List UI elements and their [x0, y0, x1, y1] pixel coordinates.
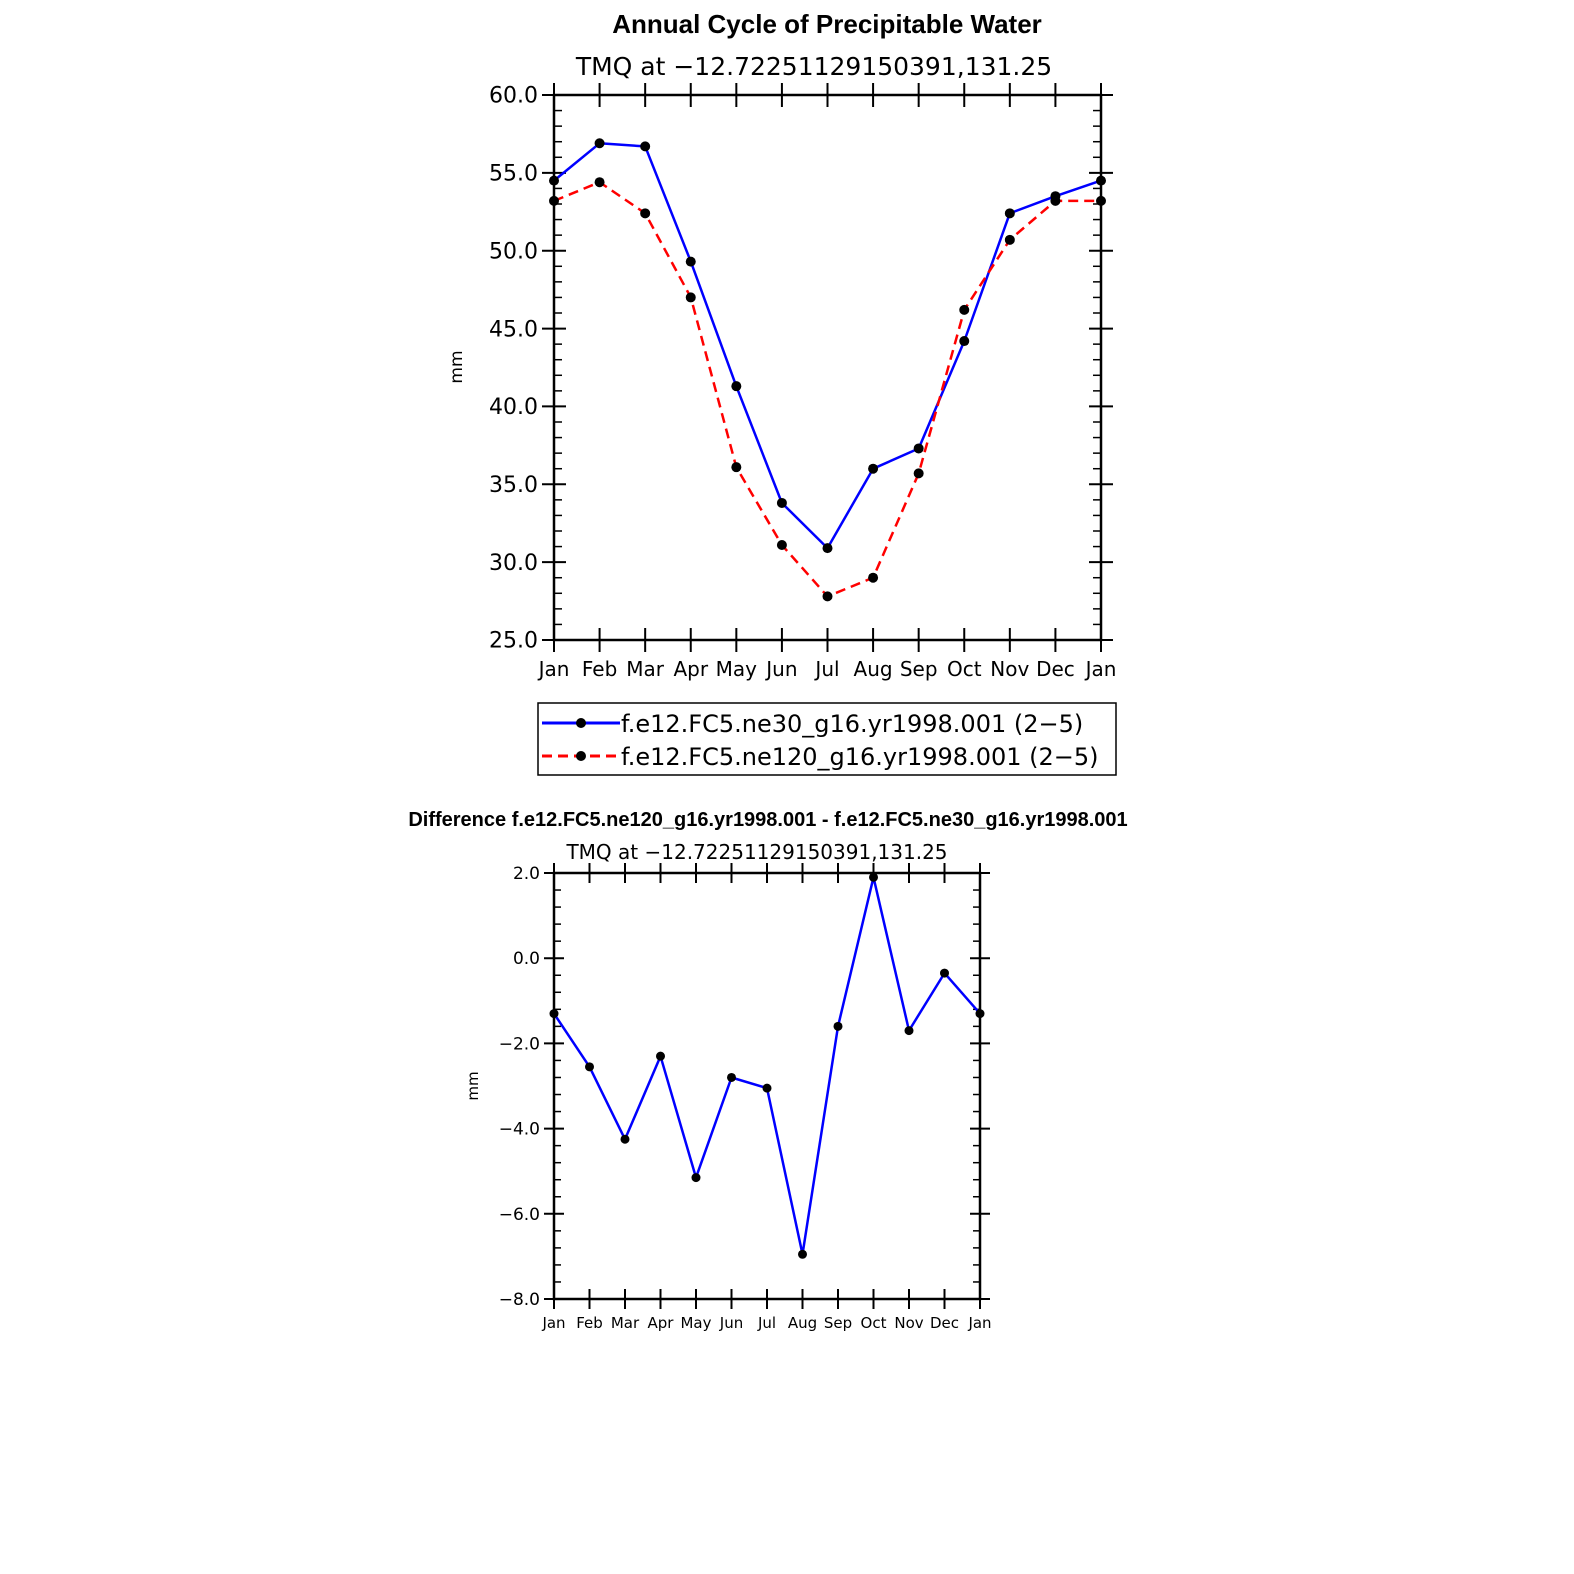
chart1-xtick-label: Jul	[813, 657, 839, 681]
chart2-xtick-label: Aug	[788, 1314, 817, 1332]
chart1-series-1-point	[868, 463, 879, 474]
chart1-series-1-line	[553, 142, 1102, 550]
chart2-xtick-label: Mar	[611, 1314, 640, 1332]
chart2-xtick-label: Dec	[930, 1314, 959, 1332]
chart1-ytick-label: 55.0	[489, 162, 538, 187]
chart1-series-2-point	[1050, 195, 1061, 206]
chart1-series-1-point	[913, 443, 924, 454]
chart1-legend: f.e12.FC5.ne30_g16.yr1998.001 (2−5) f.e1…	[537, 702, 1117, 776]
chart1-series-1-point	[549, 175, 559, 186]
chart2-title: Difference f.e12.FC5.ne120_g16.yr1998.00…	[408, 809, 1127, 831]
chart1-xtick-label: May	[716, 657, 758, 681]
chart1-ytick-label: 25.0	[489, 629, 538, 654]
chart2-xtick-label: Oct	[861, 1314, 887, 1332]
chart1-series-1-point	[594, 138, 605, 149]
chart2-series-1-point	[727, 1072, 736, 1082]
chart1-xtick-label: Jun	[764, 657, 797, 681]
chart1-series-2-point	[731, 462, 742, 473]
chart2-series-1-point	[585, 1062, 594, 1072]
chart1-series-2-line	[553, 180, 1101, 598]
chart1-plot: Jan Feb Mar Apr May Jun Jul Aug Sep Oct Nov Dec Jan 2…	[489, 83, 1116, 681]
chart1-series-2-point	[776, 540, 787, 551]
chart1-series-2-point	[959, 304, 970, 315]
chart2-series-1-point	[975, 1009, 985, 1019]
chart1-series-1-point	[685, 256, 696, 267]
chart1-xtick-label: Jan	[537, 657, 570, 681]
legend-label-series-2: f.e12.FC5.ne120_g16.yr1998.001 (2−5)	[621, 743, 1099, 771]
chart1-xtick-label: Jan	[1084, 657, 1117, 681]
legend-marker-series-1	[576, 718, 586, 728]
legend-label-series-1: f.e12.FC5.ne30_g16.yr1998.001 (2−5)	[621, 710, 1083, 738]
chart1-series-2-point	[822, 591, 833, 602]
chart1-series-1-point	[640, 141, 651, 152]
chart1-ytick-label: 30.0	[489, 551, 538, 576]
chart1-xtick-label: Dec	[1036, 657, 1075, 681]
chart1-xtick-label: Feb	[582, 657, 617, 681]
chart2-ytick-label: −6.0	[499, 1205, 540, 1225]
chart1-series-2-point	[594, 177, 605, 188]
chart1-series-1-point	[1096, 175, 1106, 186]
chart1-series-2-point	[549, 195, 559, 206]
chart1-series-1-point	[776, 497, 787, 508]
chart2-xtick-label: Nov	[894, 1314, 923, 1332]
chart2-series-1-point	[940, 968, 949, 978]
chart2-ytick-label: −8.0	[499, 1290, 540, 1310]
chart2-ylabel: mm	[464, 1071, 482, 1100]
chart2-ytick-label: −4.0	[499, 1120, 540, 1140]
chart2-xtick-label: Sep	[824, 1314, 852, 1332]
chart2-series-1-point	[620, 1134, 630, 1144]
chart2-plot: Jan Feb Mar Apr May Jun Jul Aug Sep Oct Nov Dec Jan−…	[499, 863, 992, 1332]
chart1-xtick-label: Oct	[947, 657, 982, 681]
chart2-series-1-point	[549, 1009, 559, 1019]
chart2-series-1-point	[656, 1051, 665, 1061]
chart1-subtitle: TMQ at −12.72251129150391,131.25	[575, 52, 1052, 81]
chart1-series-2-point	[685, 292, 696, 303]
chart1-series-1-point	[822, 543, 833, 554]
chart2-series-1-point	[833, 1021, 843, 1031]
legend-marker-series-2	[576, 751, 586, 761]
chart1-ytick-label: 45.0	[489, 317, 538, 342]
chart1-ytick-label: 50.0	[489, 239, 538, 264]
chart2-series-1-point	[869, 872, 878, 882]
legend-box	[537, 702, 1117, 776]
chart1-series-1-point	[959, 336, 970, 347]
chart1-series-2-point	[1004, 234, 1015, 245]
chart1-series-1-point	[1004, 208, 1015, 219]
chart2-series-1-line	[552, 876, 981, 1256]
chart2-xtick-label: Jan	[541, 1314, 565, 1332]
chart2-xtick-label: Jan	[967, 1314, 991, 1332]
chart1-xtick-label: Aug	[854, 657, 893, 681]
chart1-ytick-label: 60.0	[489, 84, 538, 109]
chart2-xtick-label: Feb	[576, 1314, 603, 1332]
chart2-series-1-point	[904, 1026, 914, 1036]
chart1-frame	[552, 93, 1103, 642]
chart1-title: Annual Cycle of Precipitable Water	[612, 9, 1042, 39]
chart2-ytick-label: 0.0	[513, 949, 540, 969]
chart2-series-1-point	[762, 1083, 772, 1093]
chart2-ytick-label: −2.0	[499, 1034, 540, 1054]
chart1-xtick-label: Sep	[900, 657, 938, 681]
chart2-subtitle: TMQ at −12.72251129150391,131.25	[565, 840, 947, 864]
chart1-xtick-label: Apr	[673, 657, 708, 681]
chart1-series-2-point	[640, 208, 651, 219]
chart2-xtick-label: Apr	[648, 1314, 675, 1332]
chart1-ylabel: mm	[447, 350, 467, 383]
chart2-ytick-label: 2.0	[513, 864, 540, 884]
chart1-series-2-point	[913, 468, 924, 479]
chart1-xtick-label: Mar	[626, 657, 665, 681]
chart1-ytick-label: 40.0	[489, 395, 538, 420]
chart2-xtick-label: May	[680, 1314, 711, 1332]
chart1-series-2-point	[1096, 195, 1106, 206]
chart1-ytick-label: 35.0	[489, 473, 538, 498]
chart2-xtick-label: Jun	[719, 1314, 743, 1332]
chart1-xtick-label: Nov	[990, 657, 1029, 681]
chart2-xtick-label: Jul	[757, 1314, 776, 1332]
chart1-series-1-point	[731, 381, 742, 392]
chart1-series-2-point	[868, 572, 879, 583]
chart2-series-1-point	[691, 1173, 701, 1183]
chart2-series-1-point	[798, 1249, 807, 1259]
